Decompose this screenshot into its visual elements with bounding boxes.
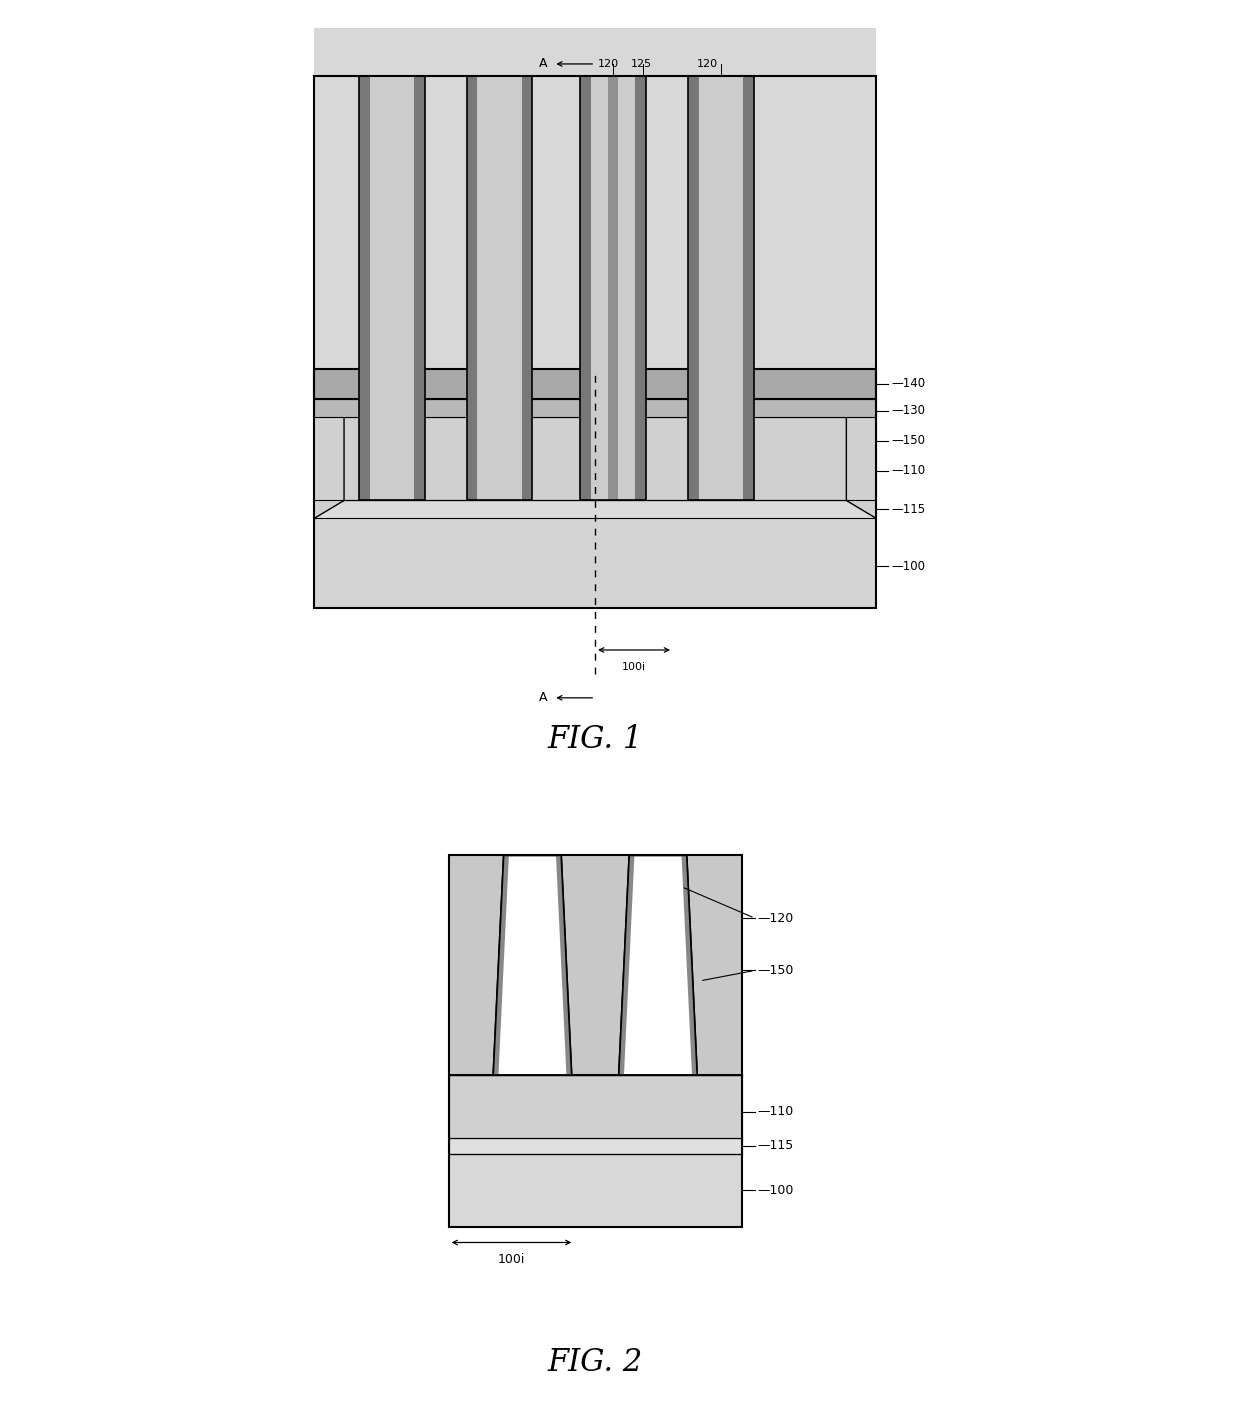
Bar [449, 856, 742, 1075]
Bar [688, 76, 698, 501]
Bar [466, 76, 532, 501]
Bar [743, 76, 754, 501]
Bar [314, 417, 877, 501]
Text: —110: —110 [758, 1106, 794, 1118]
Bar [414, 76, 425, 501]
Bar [580, 76, 646, 501]
Bar [580, 76, 646, 501]
Polygon shape [494, 856, 508, 1075]
Text: A: A [539, 692, 547, 704]
Text: 100i: 100i [622, 662, 646, 672]
Text: FIG. 1: FIG. 1 [548, 724, 642, 755]
Bar [635, 76, 646, 501]
Polygon shape [619, 856, 697, 1075]
Text: —115: —115 [892, 502, 925, 516]
Bar [449, 856, 742, 1226]
Bar [314, 28, 877, 375]
Polygon shape [682, 856, 697, 1075]
Text: —100: —100 [758, 1184, 794, 1197]
Text: FIG. 2: FIG. 2 [548, 1347, 642, 1378]
Text: —150: —150 [758, 964, 794, 976]
Bar [314, 369, 877, 398]
Polygon shape [556, 856, 572, 1075]
Polygon shape [847, 417, 877, 519]
Bar [449, 1153, 742, 1226]
Bar [449, 1138, 742, 1153]
Text: —140: —140 [892, 377, 925, 390]
Polygon shape [314, 417, 343, 519]
Bar [466, 76, 477, 501]
Bar [466, 76, 532, 501]
Bar [314, 501, 877, 519]
Text: —100: —100 [892, 560, 925, 572]
Bar [360, 76, 425, 501]
Bar [314, 76, 877, 607]
Bar [688, 76, 754, 501]
Text: 100i: 100i [497, 1253, 526, 1266]
Text: A: A [539, 58, 547, 70]
Text: 120: 120 [598, 59, 619, 69]
Text: —110: —110 [892, 464, 925, 477]
Bar [580, 76, 591, 501]
Bar [314, 519, 877, 607]
Text: —115: —115 [758, 1139, 794, 1152]
Bar [522, 76, 532, 501]
Bar [449, 1075, 742, 1138]
Text: —130: —130 [892, 404, 925, 417]
Polygon shape [494, 856, 572, 1075]
Polygon shape [619, 856, 635, 1075]
Bar [314, 398, 877, 417]
Bar [609, 76, 618, 501]
Bar [360, 76, 425, 501]
Text: 125: 125 [631, 59, 652, 69]
Text: —120: —120 [758, 912, 794, 925]
Text: 120: 120 [697, 59, 718, 69]
Bar [688, 76, 754, 501]
Bar [360, 76, 370, 501]
Text: —150: —150 [892, 434, 925, 448]
